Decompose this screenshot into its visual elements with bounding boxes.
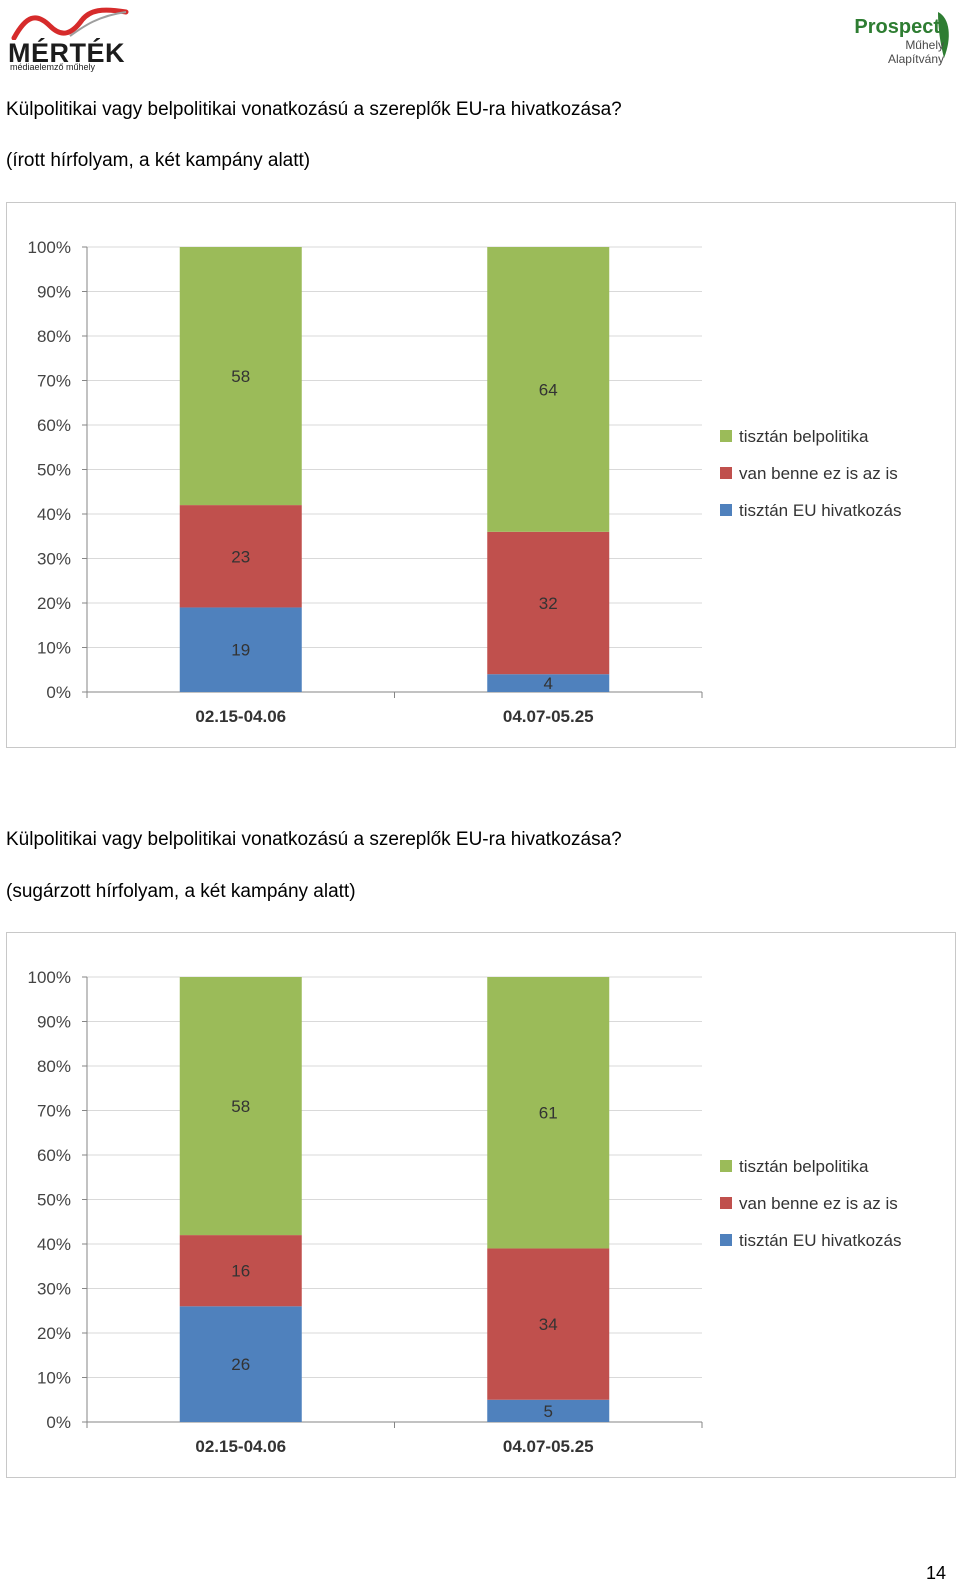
- y-tick-label: 20%: [37, 594, 71, 613]
- data-label: 58: [231, 367, 250, 386]
- y-tick-label: 20%: [37, 1324, 71, 1343]
- bar-segment: [487, 247, 610, 532]
- logo-right-name: Prospect: [854, 16, 940, 38]
- chart2-svg: 0% 10% 20% 30% 40% 50% 60% 70% 80% 90% 100% 26 16 58 0…: [28, 968, 902, 1456]
- bar-segment: [179, 505, 302, 608]
- x-category-label: 04.07-05.25: [503, 1437, 594, 1456]
- legend-label: tisztán EU hivatkozás: [739, 1231, 902, 1250]
- legend-label: van benne ez is az is: [739, 464, 898, 483]
- y-tick-label: 100%: [28, 968, 71, 987]
- legend-swatch: [720, 504, 732, 516]
- logo-left-name: MÉRTÉK: [8, 38, 125, 68]
- data-label: 64: [539, 380, 558, 399]
- chart1-svg: 0% 10% 20% 30% 40% 50% 60% 70% 80% 90% 100% 19 23 58 0…: [28, 238, 902, 726]
- prospect-logo: Prospect Műhely Alapítvány: [854, 8, 954, 68]
- y-tick-label: 10%: [37, 1369, 71, 1388]
- y-tick-label: 0%: [46, 683, 71, 702]
- y-tick-label: 50%: [37, 461, 71, 480]
- legend-swatch: [720, 1234, 732, 1246]
- y-tick-label: 60%: [37, 416, 71, 435]
- chart1-container: 0% 10% 20% 30% 40% 50% 60% 70% 80% 90% 100% 19 23 58 0…: [6, 202, 956, 748]
- y-tick-label: 80%: [37, 327, 71, 346]
- y-tick-label: 70%: [37, 1102, 71, 1121]
- x-category-label: 02.15-04.06: [195, 1437, 286, 1456]
- data-label: 61: [539, 1104, 558, 1123]
- data-label: 34: [539, 1315, 558, 1334]
- x-category-label: 02.15-04.06: [195, 707, 286, 726]
- legend-swatch: [720, 467, 732, 479]
- legend-swatch: [720, 1160, 732, 1172]
- y-tick-label: 90%: [37, 283, 71, 302]
- bar-segment: [487, 531, 610, 675]
- bar-segment: [179, 1235, 302, 1307]
- chart2-container: 0% 10% 20% 30% 40% 50% 60% 70% 80% 90% 100% 26 16 58 0…: [6, 932, 956, 1478]
- data-label: 16: [231, 1262, 250, 1281]
- y-tick-label: 40%: [37, 505, 71, 524]
- legend-swatch: [720, 1197, 732, 1209]
- y-tick-label: 50%: [37, 1191, 71, 1210]
- y-tick-label: 70%: [37, 372, 71, 391]
- y-tick-label: 60%: [37, 1146, 71, 1165]
- data-label: 5: [544, 1402, 553, 1421]
- y-tick-label: 30%: [37, 1280, 71, 1299]
- y-tick-label: 90%: [37, 1013, 71, 1032]
- bar-segment: [179, 977, 302, 1236]
- y-tick-label: 0%: [46, 1413, 71, 1432]
- y-tick-label: 40%: [37, 1235, 71, 1254]
- data-label: 26: [231, 1355, 250, 1374]
- y-tick-label: 80%: [37, 1057, 71, 1076]
- legend-label: tisztán EU hivatkozás: [739, 501, 902, 520]
- logo-right-line3: Alapítvány: [887, 52, 944, 66]
- logo-swoosh-icon: [11, 7, 129, 40]
- logo-left-subtitle: médiaelemző műhely: [10, 62, 96, 72]
- y-tick-label: 100%: [28, 238, 71, 257]
- bar-segment: [487, 977, 610, 1249]
- bar-segment: [179, 247, 302, 506]
- legend-label: tisztán belpolitika: [739, 1157, 869, 1176]
- legend-label: van benne ez is az is: [739, 1194, 898, 1213]
- data-label: 58: [231, 1097, 250, 1116]
- data-label: 4: [544, 674, 553, 693]
- bar-segment: [179, 1306, 302, 1422]
- legend-swatch: [720, 430, 732, 442]
- section1-title: Külpolitikai vagy belpolitikai vonatkozá…: [6, 99, 622, 120]
- data-label: 32: [539, 594, 558, 613]
- bar-segment: [487, 1248, 610, 1400]
- data-label: 19: [231, 641, 250, 660]
- page-number: 14: [925, 1563, 946, 1583]
- data-label: 23: [231, 547, 250, 566]
- logo-right-line2: Műhely: [905, 38, 944, 52]
- legend-label: tisztán belpolitika: [739, 427, 869, 446]
- section1-subtitle: (írott hírfolyam, a két kampány alatt): [6, 150, 311, 171]
- section2-subtitle: (sugárzott hírfolyam, a két kampány alat…: [6, 881, 356, 902]
- merték-logo: MÉRTÉK médiaelemző műhely: [6, 6, 136, 72]
- logo-leaf-icon: [938, 12, 949, 58]
- x-category-label: 04.07-05.25: [503, 707, 594, 726]
- section2-title: Külpolitikai vagy belpolitikai vonatkozá…: [6, 829, 622, 850]
- y-tick-label: 30%: [37, 550, 71, 569]
- bar-segment: [487, 1399, 610, 1422]
- y-tick-label: 10%: [37, 639, 71, 658]
- bar-segment: [179, 607, 302, 692]
- bar-segment: [487, 674, 610, 692]
